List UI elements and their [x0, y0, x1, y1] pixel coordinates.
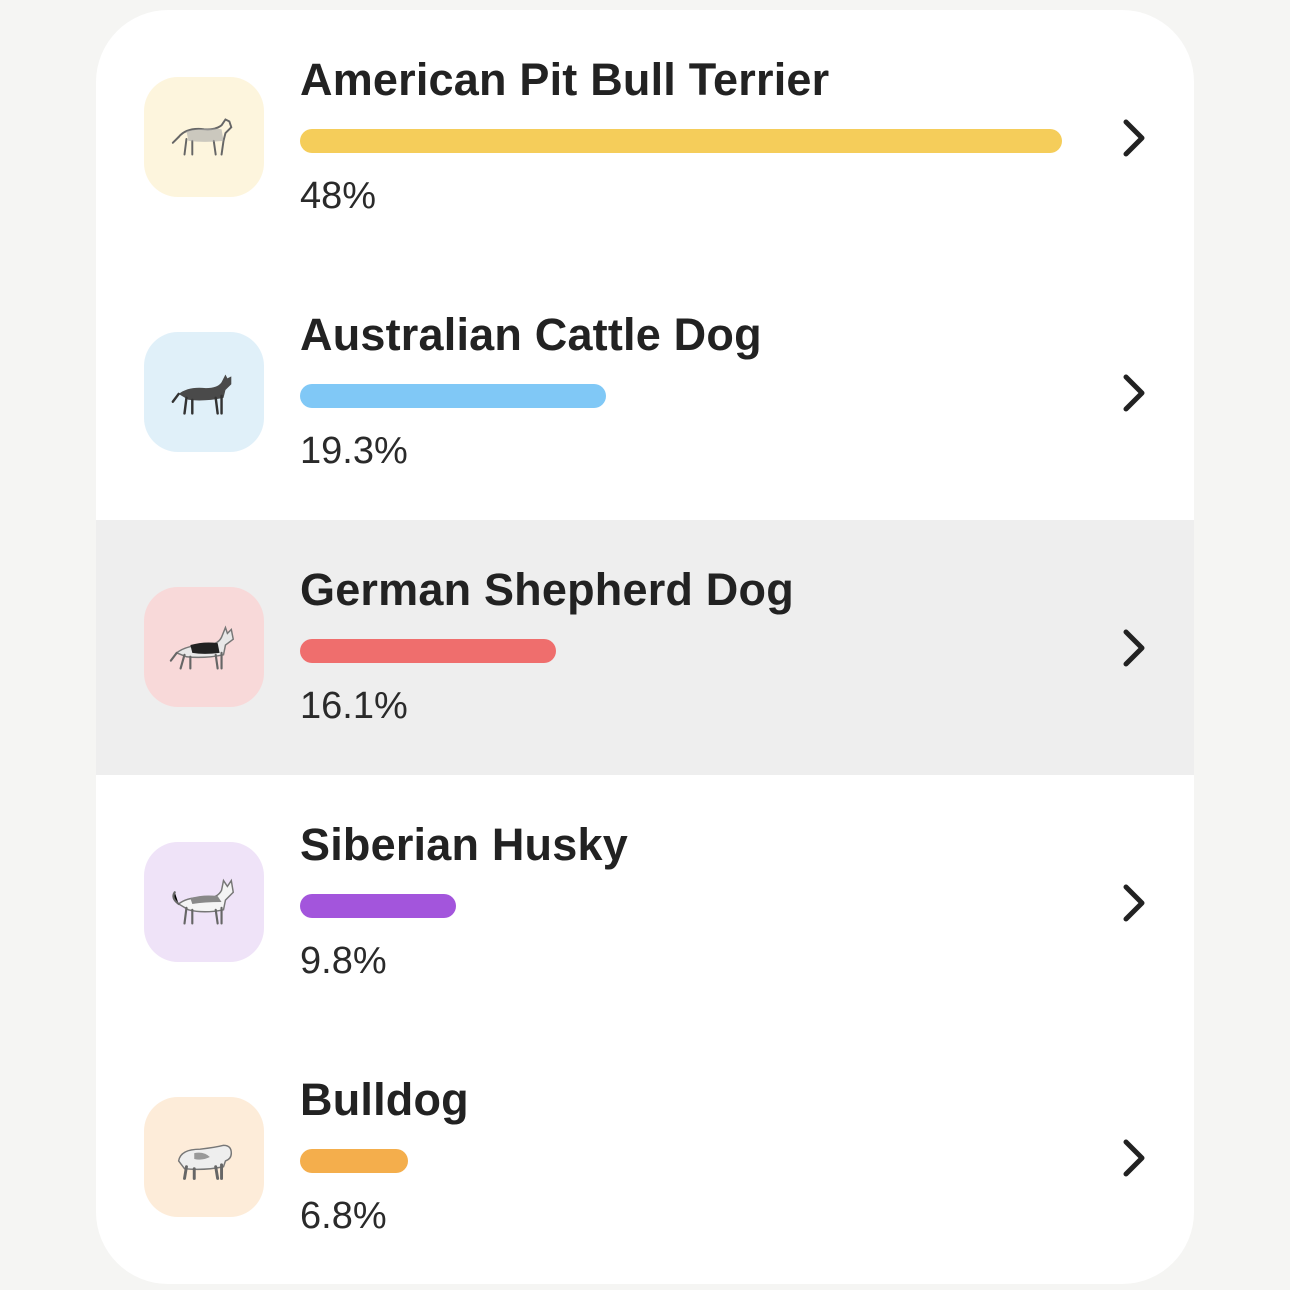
breed-percent: 48% — [300, 175, 377, 217]
breed-row-american-pit-bull-terrier[interactable]: American Pit Bull Terrier 48% — [96, 10, 1194, 265]
breed-percent: 6.8% — [300, 1195, 387, 1237]
breed-row-siberian-husky[interactable]: Siberian Husky 9.8% — [96, 775, 1194, 1030]
breed-percent-bar — [300, 129, 1062, 153]
chevron-right-icon[interactable] — [1114, 879, 1154, 927]
breed-percent-bar — [300, 639, 1062, 663]
breed-breakdown-card: American Pit Bull Terrier 48% Australian… — [96, 10, 1194, 1284]
breed-percent-bar — [300, 1149, 1062, 1173]
breed-percent-fill — [300, 1149, 408, 1173]
bulldog-icon — [144, 1097, 264, 1217]
breed-percent-fill — [300, 129, 1062, 153]
chevron-right-icon[interactable] — [1114, 624, 1154, 672]
breed-percent-bar — [300, 894, 1062, 918]
breed-percent-fill — [300, 384, 606, 408]
breed-name: American Pit Bull Terrier — [300, 54, 830, 105]
breed-percent-bar — [300, 384, 1062, 408]
cattle-dog-icon — [144, 332, 264, 452]
breed-name: Australian Cattle Dog — [300, 309, 762, 360]
chevron-right-icon[interactable] — [1114, 1134, 1154, 1182]
breed-name: Bulldog — [300, 1074, 469, 1125]
breed-row-bulldog[interactable]: Bulldog 6.8% — [96, 1030, 1194, 1284]
breed-row-australian-cattle-dog[interactable]: Australian Cattle Dog 19.3% — [96, 265, 1194, 520]
breed-name: German Shepherd Dog — [300, 564, 794, 615]
breed-percent-fill — [300, 639, 556, 663]
breed-percent: 9.8% — [300, 940, 387, 982]
breed-percent-fill — [300, 894, 456, 918]
breed-percent: 19.3% — [300, 430, 408, 472]
breed-row-german-shepherd-dog[interactable]: German Shepherd Dog 16.1% — [96, 520, 1194, 775]
pit-bull-icon — [144, 77, 264, 197]
husky-icon — [144, 842, 264, 962]
german-shepherd-icon — [144, 587, 264, 707]
breed-percent: 16.1% — [300, 685, 408, 727]
chevron-right-icon[interactable] — [1114, 369, 1154, 417]
breed-name: Siberian Husky — [300, 819, 628, 870]
chevron-right-icon[interactable] — [1114, 114, 1154, 162]
